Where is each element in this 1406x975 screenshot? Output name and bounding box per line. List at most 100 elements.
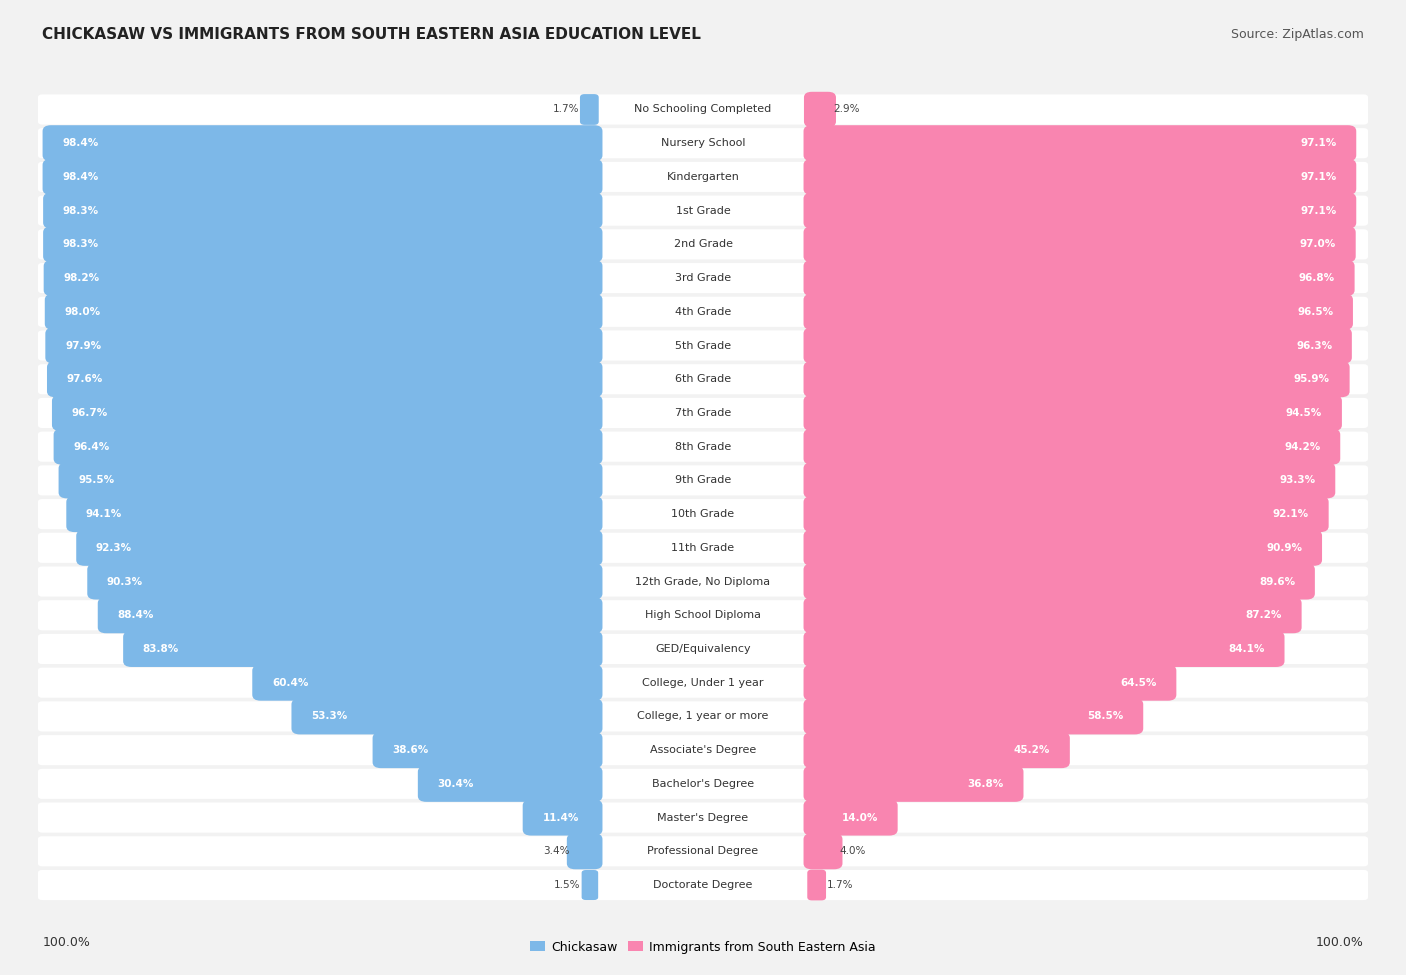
FancyBboxPatch shape	[579, 95, 599, 125]
FancyBboxPatch shape	[38, 634, 1368, 664]
FancyBboxPatch shape	[804, 834, 842, 870]
Text: Master's Degree: Master's Degree	[658, 812, 748, 823]
Text: 97.6%: 97.6%	[66, 374, 103, 384]
Text: 53.3%: 53.3%	[311, 712, 347, 722]
FancyBboxPatch shape	[807, 870, 827, 900]
Text: 11.4%: 11.4%	[543, 812, 579, 823]
FancyBboxPatch shape	[46, 362, 603, 397]
Text: 96.8%: 96.8%	[1299, 273, 1334, 283]
Text: 84.1%: 84.1%	[1229, 644, 1265, 654]
FancyBboxPatch shape	[523, 800, 603, 836]
Text: GED/Equivalency: GED/Equivalency	[655, 644, 751, 654]
Text: 12th Grade, No Diploma: 12th Grade, No Diploma	[636, 576, 770, 587]
Text: 1.5%: 1.5%	[554, 880, 581, 890]
FancyBboxPatch shape	[124, 631, 603, 667]
FancyBboxPatch shape	[38, 566, 1368, 597]
FancyBboxPatch shape	[87, 564, 603, 600]
Text: 98.4%: 98.4%	[62, 138, 98, 148]
Text: 8th Grade: 8th Grade	[675, 442, 731, 451]
FancyBboxPatch shape	[418, 766, 603, 801]
FancyBboxPatch shape	[804, 328, 1351, 364]
Text: 45.2%: 45.2%	[1014, 745, 1050, 756]
FancyBboxPatch shape	[52, 395, 603, 431]
FancyBboxPatch shape	[38, 296, 1368, 327]
Text: 98.3%: 98.3%	[63, 239, 98, 250]
Text: Professional Degree: Professional Degree	[647, 846, 759, 856]
FancyBboxPatch shape	[804, 529, 1322, 566]
FancyBboxPatch shape	[373, 732, 603, 768]
FancyBboxPatch shape	[804, 800, 897, 836]
FancyBboxPatch shape	[804, 125, 1357, 161]
FancyBboxPatch shape	[76, 529, 603, 566]
Text: College, 1 year or more: College, 1 year or more	[637, 712, 769, 722]
FancyBboxPatch shape	[38, 229, 1368, 259]
Text: 30.4%: 30.4%	[437, 779, 474, 789]
Text: 1st Grade: 1st Grade	[676, 206, 730, 215]
FancyBboxPatch shape	[38, 668, 1368, 698]
FancyBboxPatch shape	[45, 293, 603, 330]
FancyBboxPatch shape	[42, 125, 603, 161]
Text: Doctorate Degree: Doctorate Degree	[654, 880, 752, 890]
Text: CHICKASAW VS IMMIGRANTS FROM SOUTH EASTERN ASIA EDUCATION LEVEL: CHICKASAW VS IMMIGRANTS FROM SOUTH EASTE…	[42, 26, 702, 42]
FancyBboxPatch shape	[804, 293, 1353, 330]
FancyBboxPatch shape	[252, 665, 603, 701]
Text: 94.2%: 94.2%	[1284, 442, 1320, 451]
Legend: Chickasaw, Immigrants from South Eastern Asia: Chickasaw, Immigrants from South Eastern…	[527, 938, 879, 956]
FancyBboxPatch shape	[38, 128, 1368, 158]
FancyBboxPatch shape	[44, 226, 603, 262]
Text: College, Under 1 year: College, Under 1 year	[643, 678, 763, 687]
FancyBboxPatch shape	[582, 870, 598, 900]
FancyBboxPatch shape	[44, 260, 603, 296]
FancyBboxPatch shape	[53, 429, 603, 465]
Text: 6th Grade: 6th Grade	[675, 374, 731, 384]
Text: 83.8%: 83.8%	[143, 644, 179, 654]
Text: 98.0%: 98.0%	[65, 307, 101, 317]
Text: 98.2%: 98.2%	[63, 273, 100, 283]
FancyBboxPatch shape	[38, 331, 1368, 361]
Text: 97.1%: 97.1%	[1301, 138, 1337, 148]
Text: 38.6%: 38.6%	[392, 745, 429, 756]
Text: 96.7%: 96.7%	[72, 408, 108, 418]
Text: 96.4%: 96.4%	[73, 442, 110, 451]
FancyBboxPatch shape	[804, 159, 1357, 195]
Text: 92.1%: 92.1%	[1272, 509, 1309, 519]
FancyBboxPatch shape	[38, 263, 1368, 293]
FancyBboxPatch shape	[804, 226, 1355, 262]
Text: 3.4%: 3.4%	[543, 846, 569, 856]
Text: 60.4%: 60.4%	[271, 678, 308, 687]
FancyBboxPatch shape	[804, 564, 1315, 600]
Text: Kindergarten: Kindergarten	[666, 172, 740, 182]
Text: 10th Grade: 10th Grade	[672, 509, 734, 519]
Text: 11th Grade: 11th Grade	[672, 543, 734, 553]
FancyBboxPatch shape	[38, 735, 1368, 765]
FancyBboxPatch shape	[567, 834, 603, 870]
FancyBboxPatch shape	[38, 769, 1368, 799]
Text: 36.8%: 36.8%	[967, 779, 1004, 789]
Text: 87.2%: 87.2%	[1246, 610, 1282, 620]
FancyBboxPatch shape	[804, 732, 1070, 768]
Text: Bachelor's Degree: Bachelor's Degree	[652, 779, 754, 789]
Text: Nursery School: Nursery School	[661, 138, 745, 148]
FancyBboxPatch shape	[38, 532, 1368, 563]
Text: 97.9%: 97.9%	[65, 340, 101, 351]
Text: High School Diploma: High School Diploma	[645, 610, 761, 620]
Text: 97.1%: 97.1%	[1301, 172, 1337, 182]
FancyBboxPatch shape	[44, 193, 603, 228]
Text: 2.9%: 2.9%	[834, 104, 860, 114]
Text: 95.5%: 95.5%	[79, 476, 114, 486]
Text: 92.3%: 92.3%	[96, 543, 132, 553]
FancyBboxPatch shape	[804, 698, 1143, 734]
FancyBboxPatch shape	[804, 496, 1329, 532]
FancyBboxPatch shape	[804, 260, 1354, 296]
Text: 94.5%: 94.5%	[1286, 408, 1322, 418]
Text: No Schooling Completed: No Schooling Completed	[634, 104, 772, 114]
FancyBboxPatch shape	[804, 462, 1336, 498]
Text: 90.3%: 90.3%	[107, 576, 143, 587]
Text: 97.1%: 97.1%	[1301, 206, 1337, 215]
Text: 88.4%: 88.4%	[118, 610, 153, 620]
Text: 93.3%: 93.3%	[1279, 476, 1316, 486]
Text: 9th Grade: 9th Grade	[675, 476, 731, 486]
FancyBboxPatch shape	[38, 802, 1368, 833]
FancyBboxPatch shape	[38, 601, 1368, 630]
FancyBboxPatch shape	[38, 162, 1368, 192]
